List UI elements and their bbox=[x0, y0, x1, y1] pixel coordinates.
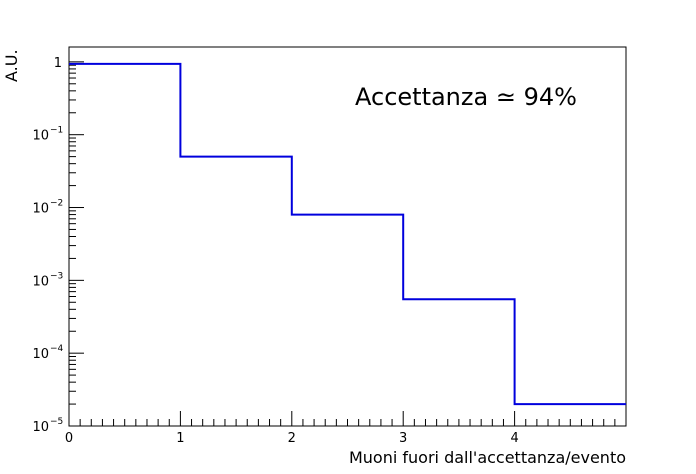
y-tick-label-exponent: −2 bbox=[50, 199, 63, 209]
x-tick-label: 2 bbox=[288, 431, 296, 446]
y-tick-label-exponent: −1 bbox=[50, 126, 63, 136]
x-axis-ticks bbox=[68, 411, 627, 426]
y-tick-label-exponent: −5 bbox=[50, 417, 63, 427]
x-axis-label: Muoni fuori dall'accettanza/evento bbox=[349, 448, 626, 467]
y-axis-tick-labels: 110−110−210−310−410−5 bbox=[32, 56, 63, 435]
y-tick-label: 10 bbox=[32, 129, 49, 144]
y-axis-ticks bbox=[69, 61, 84, 427]
histogram-line bbox=[69, 62, 626, 406]
acceptance-annotation: Accettanza ≃ 94% bbox=[355, 83, 577, 111]
y-tick-label-exponent: −3 bbox=[50, 271, 63, 281]
y-tick-label: 10 bbox=[32, 274, 49, 289]
x-tick-label: 1 bbox=[176, 431, 184, 446]
y-tick-label: 1 bbox=[54, 56, 62, 71]
y-tick-label: 10 bbox=[32, 420, 49, 435]
x-tick-label: 0 bbox=[65, 431, 73, 446]
x-axis-tick-labels: 0 1 2 3 4 bbox=[65, 431, 519, 446]
y-axis-label: A.U. bbox=[2, 49, 21, 82]
x-tick-label: 4 bbox=[510, 431, 518, 446]
y-tick-label-exponent: −4 bbox=[50, 344, 64, 354]
x-tick-label: 3 bbox=[399, 431, 407, 446]
histogram-series bbox=[69, 62, 626, 406]
y-tick-label: 10 bbox=[32, 202, 49, 217]
y-tick-label: 10 bbox=[32, 347, 49, 362]
